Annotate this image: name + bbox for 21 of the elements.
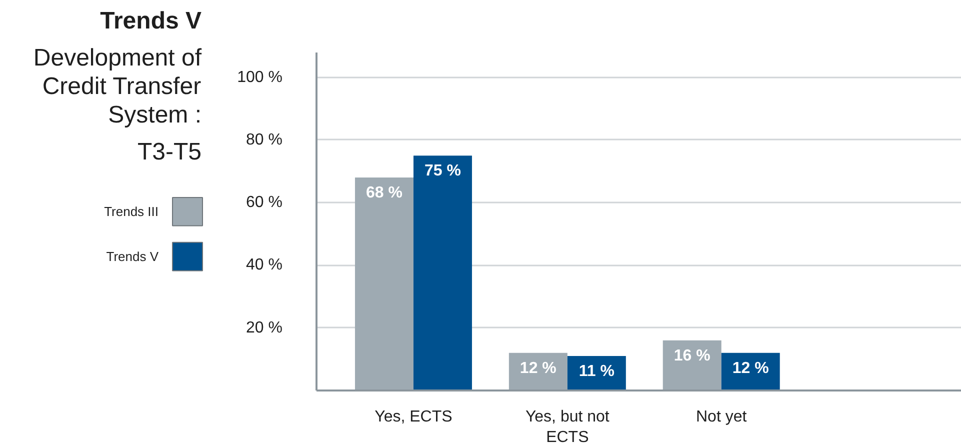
y-tick-label: 80 % xyxy=(246,131,282,148)
legend-label: Trends V xyxy=(106,249,159,264)
y-tick-label: 100 % xyxy=(237,68,283,86)
data-label: 11 % xyxy=(578,363,614,380)
x-tick-label: Not yet xyxy=(696,408,748,426)
x-tick-label: Yes, but not ECTS xyxy=(525,408,610,446)
text: Development of Credit Transfer System : T3-T5 xyxy=(33,44,202,166)
bar xyxy=(662,340,722,390)
legend-label: Trends III xyxy=(104,204,159,220)
x-tick-label: Yes, ECTS xyxy=(374,408,452,426)
data-label: 68 % xyxy=(366,184,402,202)
bar xyxy=(413,156,472,390)
bar xyxy=(354,178,414,390)
data-label: 75 % xyxy=(424,162,461,180)
y-tick-label: 20 % xyxy=(246,319,282,336)
y-tick-label: 60 % xyxy=(246,194,282,212)
data-label: 12 % xyxy=(520,360,556,377)
chart-title: Trends V xyxy=(100,8,202,35)
data-label: 16 % xyxy=(674,347,710,364)
data-label: 12 % xyxy=(732,360,769,377)
y-tick-label: 40 % xyxy=(246,256,282,274)
